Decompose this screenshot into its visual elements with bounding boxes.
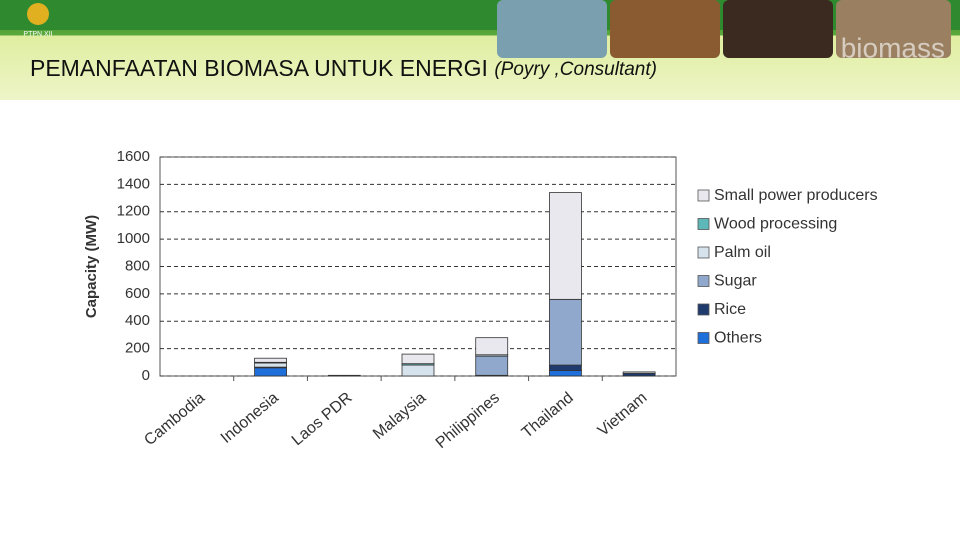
legend-label: Others [714, 330, 762, 347]
legend-swatch [697, 218, 710, 230]
bar-segment [622, 371, 656, 374]
bar-segment [549, 364, 582, 371]
logo-text: PTPN XII [23, 31, 52, 38]
legend-label: Small power producers [714, 187, 878, 204]
y-tick-label: 0 [142, 367, 150, 384]
y-tick-label: 1600 [117, 148, 150, 165]
legend-swatch [697, 246, 710, 259]
legend-label: Sugar [714, 273, 757, 290]
bar-segment [254, 367, 287, 377]
bar-segment [549, 192, 582, 300]
bar-segment [401, 353, 435, 365]
header-photos [497, 0, 951, 58]
bar-segment [549, 370, 582, 377]
x-tick-label: Philippines [433, 389, 503, 452]
legend-swatch [697, 189, 710, 202]
x-tick-label: Thailand [519, 389, 577, 441]
slide-title: PEMANFAATAN BIOMASA UNTUK ENERGI (Poyry … [30, 55, 657, 81]
y-tick-label: 1000 [117, 230, 150, 247]
chart: 0 200 400 600 800 1000 1200 1400 1600 Capacity (M… [83, 148, 878, 452]
legend-label: Rice [714, 301, 746, 318]
watermark: biomass [841, 32, 945, 63]
title-main: PEMANFAATAN BIOMASA UNTUK ENERGI [30, 55, 488, 81]
legend-label: Wood processing [714, 216, 837, 233]
x-tick-label: Malaysia [370, 389, 429, 443]
x-tick-label: Indonesia [218, 389, 282, 447]
bar-segment [254, 357, 287, 363]
title-source: (Poyry ,Consultant) [494, 59, 657, 80]
bar-segment [254, 362, 287, 368]
bar-segment [327, 374, 361, 377]
bar-segment [549, 298, 582, 366]
legend-swatch [697, 275, 710, 287]
bar-segment [475, 337, 509, 356]
bar-segment [475, 355, 509, 376]
y-tick-label: 1400 [117, 175, 150, 192]
bar-segment [401, 364, 435, 377]
legend-swatch [697, 303, 710, 316]
y-tick-label: 400 [125, 312, 150, 329]
legend-label: Palm oil [714, 244, 771, 261]
y-tick-label: 200 [125, 340, 150, 357]
y-tick-label: 1200 [117, 203, 150, 220]
bar-segment [622, 372, 656, 377]
logo [27, 3, 49, 25]
legend-swatch [697, 332, 710, 344]
y-tick-label: 600 [125, 285, 150, 302]
x-tick-label: Cambodia [141, 389, 208, 449]
x-tick-label: Laos PDR [289, 389, 356, 449]
y-tick-label: 800 [125, 257, 150, 274]
y-axis-label: Capacity (MW) [83, 215, 100, 318]
x-tick-label: Vietnam [595, 389, 651, 440]
